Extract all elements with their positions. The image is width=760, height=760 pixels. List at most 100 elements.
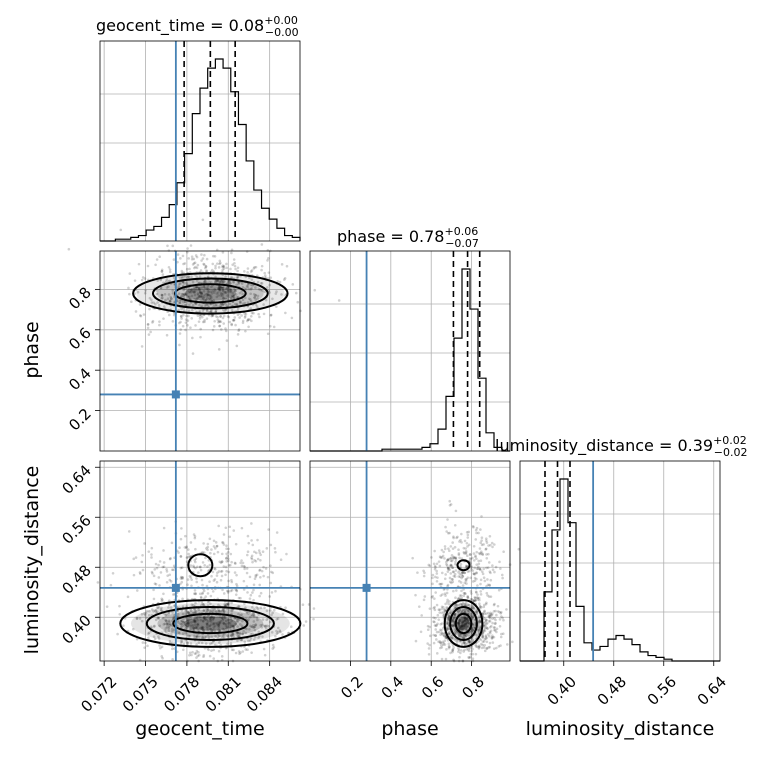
- scatter-point: [190, 275, 193, 279]
- scatter-point: [462, 594, 466, 598]
- scatter-point: [202, 654, 206, 657]
- scatter-point: [290, 316, 294, 320]
- scatter-point: [465, 582, 468, 585]
- scatter-point: [157, 637, 161, 640]
- scatter-point: [198, 565, 202, 569]
- scatter-point: [193, 291, 197, 294]
- scatter-point: [206, 565, 209, 568]
- scatter-point: [250, 556, 253, 560]
- scatter-point: [261, 289, 264, 292]
- scatter-point: [171, 244, 175, 248]
- scatter-point: [217, 623, 221, 627]
- scatter-point: [196, 314, 200, 317]
- scatter-point: [187, 287, 191, 291]
- scatter-point: [202, 289, 206, 293]
- scatter-point: [505, 643, 509, 646]
- scatter-point: [511, 640, 514, 644]
- scatter-point: [494, 609, 497, 613]
- scatter-point: [205, 584, 209, 588]
- scatter-point: [192, 565, 196, 569]
- scatter-point: [201, 257, 205, 260]
- scatter-point: [160, 655, 164, 658]
- scatter-point: [203, 286, 207, 290]
- scatter-point: [252, 613, 256, 617]
- scatter-point: [499, 610, 503, 614]
- scatter-point: [210, 641, 214, 645]
- scatter-point: [150, 546, 154, 550]
- scatter-point: [152, 609, 155, 613]
- scatter-point: [235, 589, 239, 593]
- scatter-point: [195, 649, 199, 653]
- scatter-point: [337, 299, 341, 302]
- scatter-point: [199, 291, 202, 295]
- scatter-point: [140, 619, 144, 623]
- scatter-point: [215, 610, 218, 613]
- scatter-point: [177, 292, 181, 295]
- scatter-point: [278, 629, 282, 632]
- scatter-point: [480, 539, 483, 542]
- scatter-point: [234, 622, 237, 626]
- scatter-point: [184, 612, 188, 616]
- scatter-point: [457, 553, 461, 557]
- tick-label-x: 0.084: [243, 673, 286, 716]
- scatter-point: [186, 578, 190, 581]
- scatter-point: [200, 627, 204, 631]
- scatter-point: [226, 625, 229, 629]
- scatter-point: [271, 611, 274, 615]
- scatter-point: [140, 278, 144, 282]
- scatter-point: [237, 281, 241, 284]
- scatter-point: [258, 634, 261, 638]
- scatter-point: [443, 577, 447, 581]
- scatter-point: [157, 605, 161, 609]
- scatter-point: [160, 294, 164, 297]
- scatter-point: [203, 636, 207, 639]
- scatter-point: [222, 264, 226, 268]
- scatter-point: [227, 286, 231, 289]
- x-axis-label-luminosity-distance: luminosity_distance: [526, 718, 715, 740]
- scatter-point: [122, 624, 125, 627]
- scatter-point: [247, 318, 250, 321]
- scatter-point: [217, 287, 221, 291]
- scatter-point: [192, 626, 195, 630]
- scatter-point: [140, 560, 144, 564]
- scatter-point: [222, 609, 226, 612]
- scatter-point: [216, 279, 220, 283]
- scatter-point: [193, 288, 196, 291]
- scatter-point: [250, 522, 253, 525]
- scatter-point: [141, 568, 145, 572]
- scatter-point: [251, 560, 254, 564]
- scatter-point: [198, 317, 202, 320]
- scatter-point: [179, 577, 183, 580]
- scatter-point: [202, 608, 206, 612]
- title-main: geocent_time = 0.08: [96, 16, 264, 36]
- scatter-point: [240, 638, 243, 642]
- scatter-point: [254, 623, 258, 627]
- scatter-point: [202, 616, 206, 619]
- scatter-point: [219, 285, 222, 289]
- scatter-point: [230, 251, 233, 255]
- scatter-point: [204, 299, 207, 302]
- scatter-point: [238, 300, 242, 303]
- scatter-point: [209, 297, 212, 301]
- scatter-point: [234, 267, 237, 271]
- scatter-point: [202, 284, 205, 288]
- scatter-point: [250, 278, 254, 281]
- scatter-point: [240, 314, 243, 317]
- scatter-point: [452, 556, 455, 560]
- scatter-point: [184, 624, 188, 628]
- scatter-point: [235, 276, 239, 280]
- scatter-point: [182, 288, 185, 292]
- scatter-point: [197, 281, 201, 285]
- scatter-point: [236, 631, 239, 634]
- scatter-point: [243, 312, 246, 315]
- scatter-point: [180, 295, 183, 298]
- scatter-point: [169, 606, 173, 609]
- scatter-point: [231, 632, 234, 636]
- scatter-point: [214, 280, 217, 284]
- scatter-point: [196, 296, 200, 299]
- scatter-point: [225, 556, 228, 560]
- scatter-point: [180, 640, 184, 644]
- title-luminosity-distance: luminosity_distance = 0.39+0.02 −0.02: [495, 434, 748, 459]
- scatter-point: [257, 636, 260, 640]
- scatter-point: [232, 295, 235, 299]
